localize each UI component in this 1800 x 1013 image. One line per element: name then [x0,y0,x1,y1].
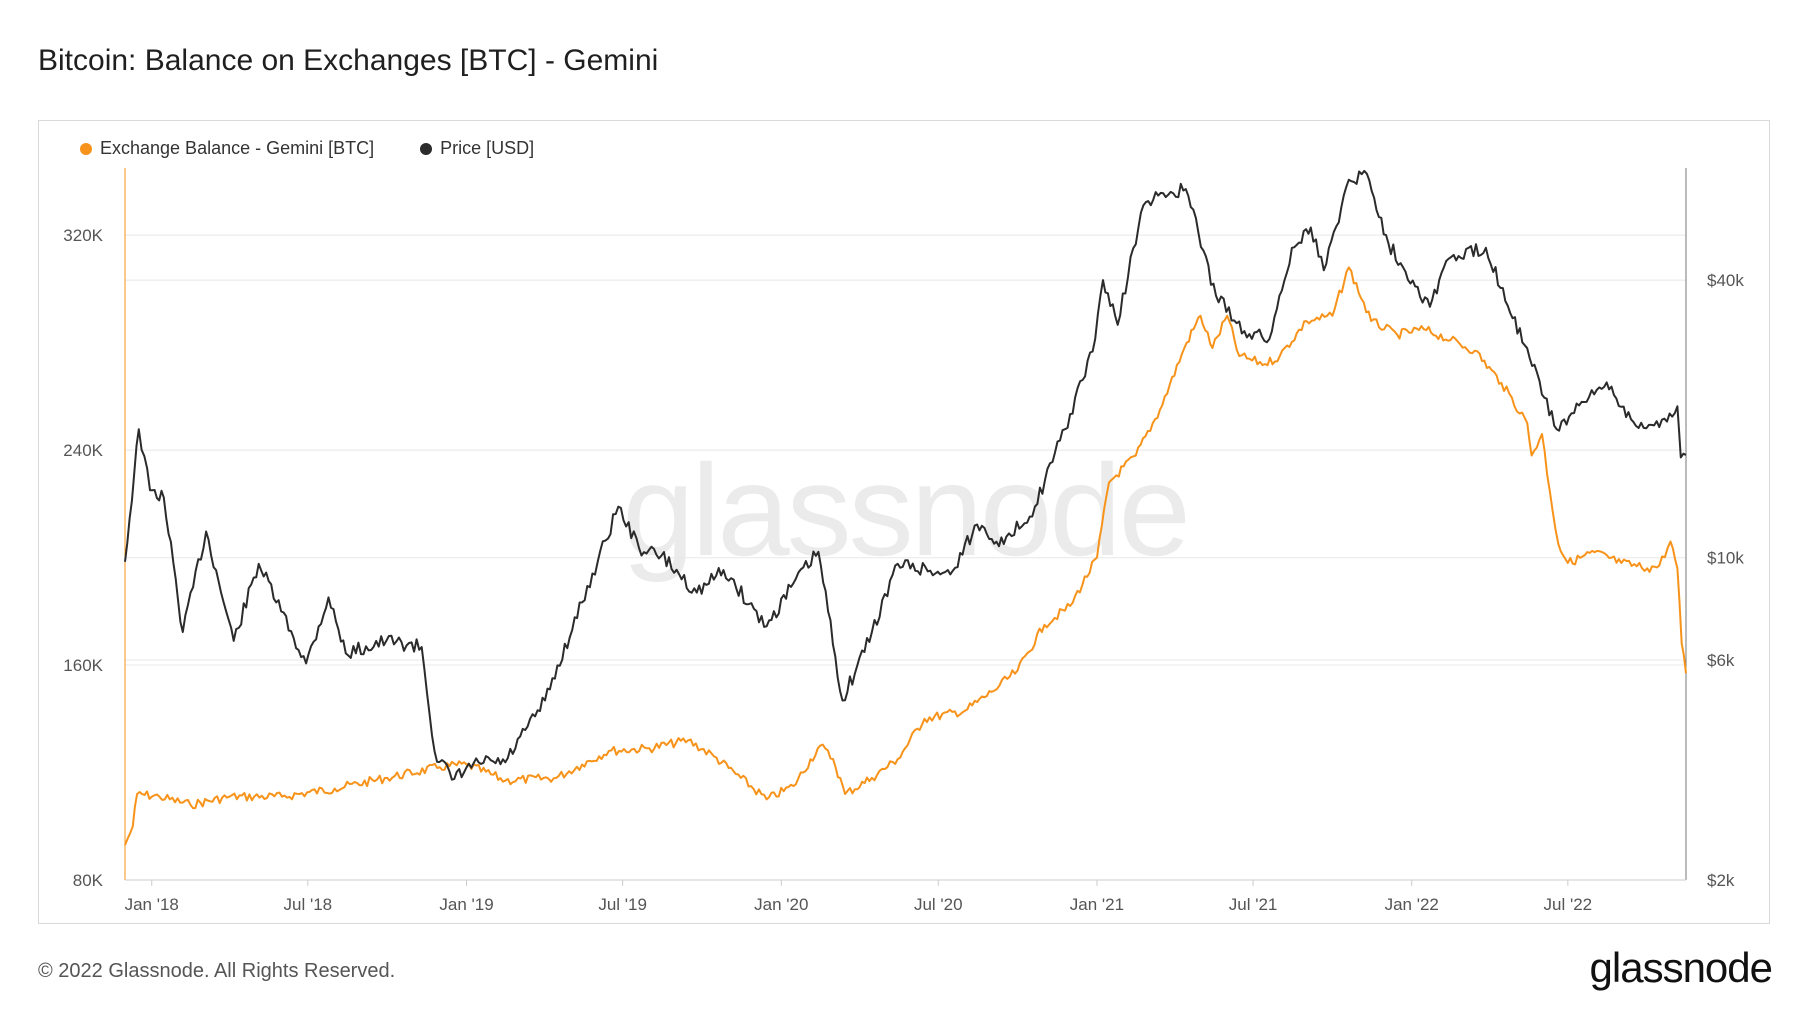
legend: Exchange Balance - Gemini [BTC] Price [U… [80,138,534,159]
x-tick-label: Jan '20 [754,895,808,914]
copyright-footer: © 2022 Glassnode. All Rights Reserved. [38,960,396,982]
y-left-tick-label: 320K [63,226,103,245]
glassnode-logo: glassnode [1589,944,1773,991]
y-left-tick-label: 240K [63,441,103,460]
chart-frame [38,120,1770,924]
legend-dot-price [420,142,433,155]
x-tick-label: Jul '21 [1229,895,1278,914]
x-tick-label: Jan '21 [1070,895,1124,914]
y-right-tick-label: $40k [1707,271,1744,290]
y-right-tick-label: $10k [1707,549,1744,568]
y-right-tick-label: $6k [1707,651,1735,670]
y-left-tick-label: 160K [63,656,103,675]
legend-item-price[interactable]: Price [USD] [420,138,534,159]
legend-dot-balance [80,142,92,155]
x-tick-label: Jan '22 [1385,895,1439,914]
legend-label-balance: Exchange Balance - Gemini [BTC] [100,138,375,158]
x-tick-label: Jan '19 [439,895,493,914]
legend-label-price: Price [USD] [440,138,535,158]
x-tick-label: Jul '18 [284,895,333,914]
series-line-exchange-balance [124,266,1687,846]
y-right-tick-label: $2k [1707,871,1735,890]
legend-item-balance[interactable]: Exchange Balance - Gemini [BTC] [80,138,374,159]
y-left-tick-label: 80K [73,871,104,890]
x-tick-label: Jul '22 [1544,895,1593,914]
chart-title: Bitcoin: Balance on Exchanges [BTC] - Ge… [38,44,659,77]
series-line-price [124,169,1687,781]
x-tick-label: Jan '18 [125,895,179,914]
x-tick-label: Jul '20 [914,895,963,914]
x-tick-label: Jul '19 [598,895,647,914]
